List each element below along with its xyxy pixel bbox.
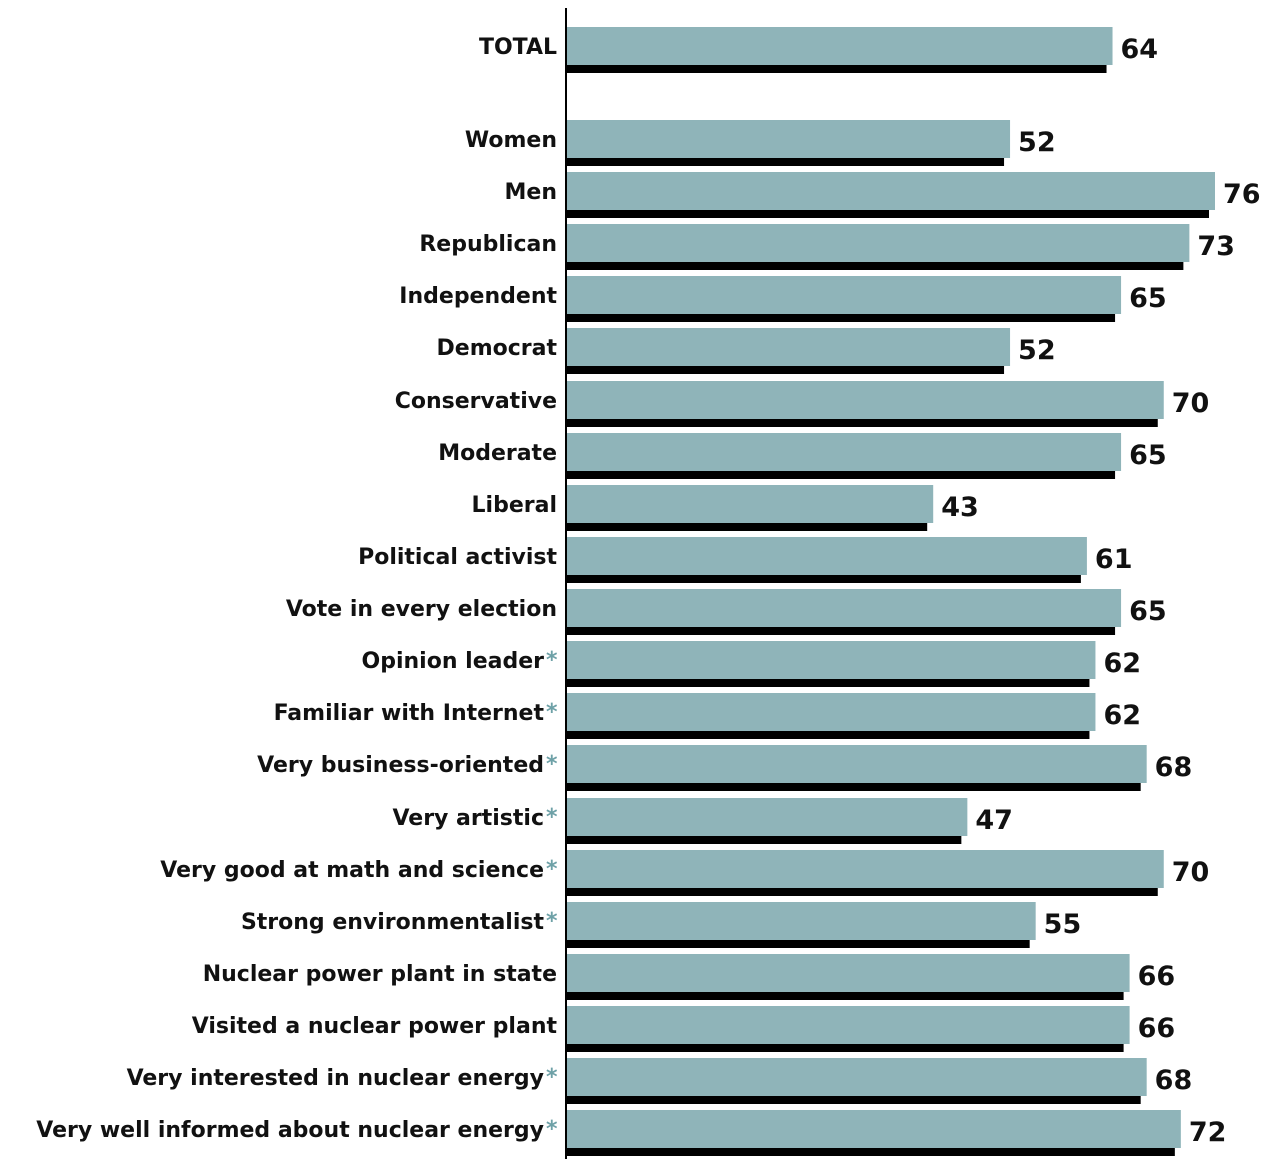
- category-label-very-artistic: Very artistic: [392, 806, 544, 831]
- category-label-women: Women: [465, 128, 557, 153]
- value-label-political-activist: 61: [1095, 544, 1133, 575]
- category-label-vote-in-every-election: Vote in every election: [286, 597, 557, 622]
- labels-layer: TOTAL 64 Women 52 Men 76 Republican 73 Independe…: [36, 34, 1260, 1148]
- bar-very-well-informed-about-nuclear-energy: [566, 1110, 1181, 1148]
- value-label-vote-in-every-election: 65: [1129, 596, 1167, 627]
- asterisk-strong-environmentalist: *: [546, 909, 558, 934]
- asterisk-opinion-leader: *: [546, 648, 558, 673]
- bars-layer: [566, 27, 1215, 1156]
- asterisk-very-business-oriented: *: [546, 752, 558, 777]
- bar-independent: [566, 276, 1122, 314]
- category-label-men: Men: [505, 180, 557, 205]
- value-label-nuclear-power-plant-in-state: 66: [1138, 961, 1176, 992]
- asterisk-very-well-informed-about-nuclear-energy: *: [546, 1117, 558, 1142]
- category-label-nuclear-power-plant-in-state: Nuclear power plant in state: [203, 962, 557, 987]
- bar-shadow-moderate: [566, 470, 1116, 479]
- category-label-strong-environmentalist: Strong environmentalist: [241, 910, 545, 935]
- bar-shadow-familiar-with-internet: [566, 730, 1090, 739]
- value-label-very-well-informed-about-nuclear-energy: 72: [1189, 1117, 1227, 1148]
- value-label-women: 52: [1018, 127, 1056, 158]
- bar-men: [566, 172, 1215, 210]
- category-label-democrat: Democrat: [437, 336, 558, 361]
- bar-very-artistic: [566, 798, 968, 836]
- category-label-familiar-with-internet: Familiar with Internet: [274, 701, 545, 726]
- value-label-very-artistic: 47: [975, 805, 1013, 836]
- bar-moderate: [566, 433, 1122, 471]
- bar-democrat: [566, 328, 1011, 366]
- bar-shadow-strong-environmentalist: [566, 939, 1030, 948]
- value-label-independent: 65: [1129, 283, 1167, 314]
- bar-shadow-conservative: [566, 418, 1158, 427]
- value-label-familiar-with-internet: 62: [1103, 700, 1141, 731]
- bar-shadow-very-well-informed-about-nuclear-energy: [566, 1147, 1175, 1156]
- bar-shadow-independent: [566, 313, 1116, 322]
- bar-shadow-vote-in-every-election: [566, 626, 1116, 635]
- bar-shadow-liberal: [566, 522, 928, 531]
- value-label-liberal: 43: [941, 492, 979, 523]
- bar-very-business-oriented: [566, 745, 1147, 783]
- value-label-strong-environmentalist: 55: [1044, 909, 1082, 940]
- bar-nuclear-power-plant-in-state: [566, 954, 1130, 992]
- category-label-very-good-at-math-and-science: Very good at math and science: [160, 858, 544, 883]
- asterisk-very-artistic: *: [546, 805, 558, 830]
- asterisk-familiar-with-internet: *: [546, 700, 558, 725]
- bar-shadow-very-artistic: [566, 835, 962, 844]
- bar-republican: [566, 224, 1190, 262]
- bar-shadow-republican: [566, 261, 1184, 270]
- asterisk-very-interested-in-nuclear-energy: *: [546, 1065, 558, 1090]
- value-label-very-good-at-math-and-science: 70: [1172, 857, 1210, 888]
- bar-shadow-women: [566, 157, 1005, 166]
- bar-shadow-democrat: [566, 365, 1005, 374]
- value-label-total: 64: [1121, 34, 1159, 65]
- bar-women: [566, 120, 1011, 158]
- category-label-political-activist: Political activist: [358, 545, 557, 570]
- bar-shadow-total: [566, 64, 1107, 73]
- value-label-democrat: 52: [1018, 335, 1056, 366]
- category-label-liberal: Liberal: [472, 493, 557, 518]
- bar-shadow-political-activist: [566, 574, 1081, 583]
- value-label-republican: 73: [1197, 231, 1235, 262]
- bar-vote-in-every-election: [566, 589, 1122, 627]
- bar-opinion-leader: [566, 641, 1096, 679]
- value-label-conservative: 70: [1172, 388, 1210, 419]
- asterisk-very-good-at-math-and-science: *: [546, 857, 558, 882]
- value-label-men: 76: [1223, 179, 1261, 210]
- value-label-moderate: 65: [1129, 440, 1167, 471]
- category-label-very-well-informed-about-nuclear-energy: Very well informed about nuclear energy: [36, 1118, 544, 1143]
- bar-shadow-visited-a-nuclear-power-plant: [566, 1043, 1124, 1052]
- category-label-very-interested-in-nuclear-energy: Very interested in nuclear energy: [127, 1066, 544, 1091]
- category-label-opinion-leader: Opinion leader: [362, 649, 545, 674]
- category-label-total: TOTAL: [479, 35, 557, 60]
- bar-shadow-opinion-leader: [566, 678, 1090, 687]
- bar-visited-a-nuclear-power-plant: [566, 1006, 1130, 1044]
- bar-shadow-men: [566, 209, 1209, 218]
- bar-strong-environmentalist: [566, 902, 1036, 940]
- bar-familiar-with-internet: [566, 693, 1096, 731]
- category-label-visited-a-nuclear-power-plant: Visited a nuclear power plant: [192, 1014, 558, 1039]
- bar-very-interested-in-nuclear-energy: [566, 1058, 1147, 1096]
- category-label-very-business-oriented: Very business-oriented: [257, 753, 544, 778]
- bar-political-activist: [566, 537, 1087, 575]
- category-label-independent: Independent: [399, 284, 557, 309]
- value-label-very-business-oriented: 68: [1155, 752, 1193, 783]
- bar-shadow-very-good-at-math-and-science: [566, 887, 1158, 896]
- bar-very-good-at-math-and-science: [566, 850, 1164, 888]
- value-label-opinion-leader: 62: [1103, 648, 1141, 679]
- bar-conservative: [566, 381, 1164, 419]
- value-label-very-interested-in-nuclear-energy: 68: [1155, 1065, 1193, 1096]
- bar-shadow-very-interested-in-nuclear-energy: [566, 1095, 1141, 1104]
- value-label-visited-a-nuclear-power-plant: 66: [1138, 1013, 1176, 1044]
- bar-liberal: [566, 485, 934, 523]
- category-label-conservative: Conservative: [395, 389, 557, 414]
- bar-shadow-very-business-oriented: [566, 782, 1141, 791]
- bar-shadow-nuclear-power-plant-in-state: [566, 991, 1124, 1000]
- bar-total: [566, 27, 1113, 65]
- category-label-republican: Republican: [419, 232, 557, 257]
- category-label-moderate: Moderate: [438, 441, 557, 466]
